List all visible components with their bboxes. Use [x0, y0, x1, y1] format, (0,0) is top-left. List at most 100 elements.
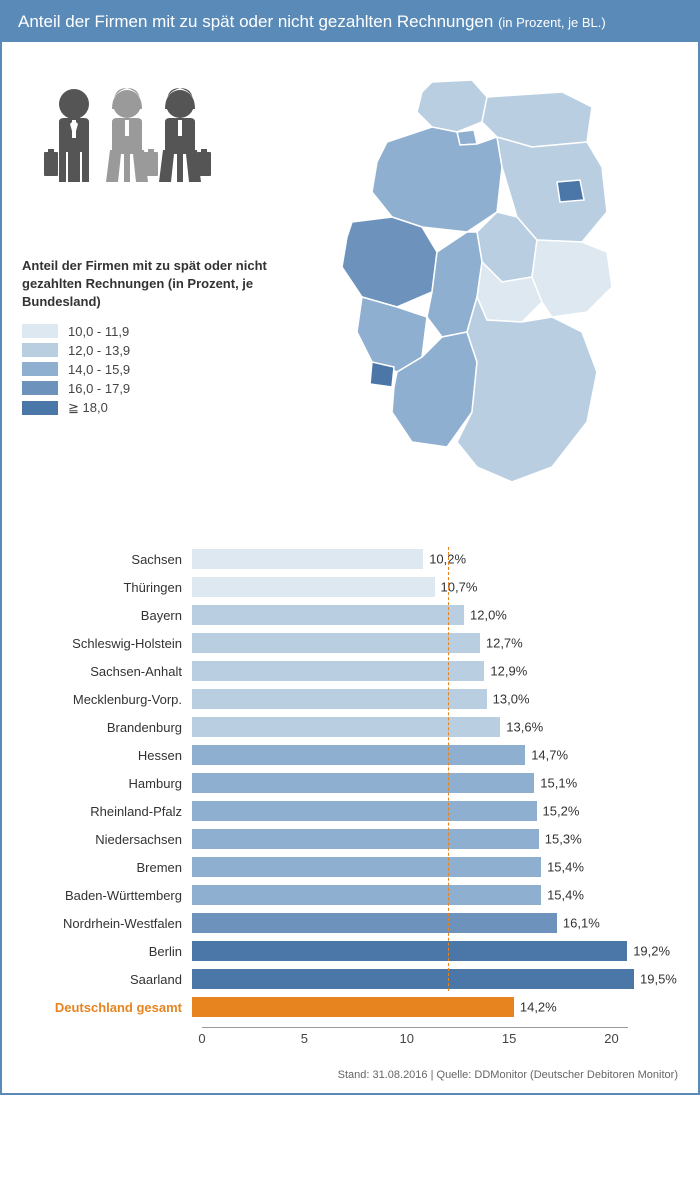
footer-source: Stand: 31.08.2016 | Quelle: DDMonitor (D…: [2, 1061, 698, 1093]
legend-item: 14,0 - 15,9: [22, 362, 282, 377]
bar-value: 13,6%: [506, 720, 543, 735]
bar-track: 16,1%: [192, 913, 668, 933]
bar-label: Rheinland-Pfalz: [32, 804, 192, 819]
map-column: [302, 62, 678, 517]
bar-label: Niedersachsen: [32, 832, 192, 847]
bar-value: 12,9%: [490, 664, 527, 679]
bar-value: 15,3%: [545, 832, 582, 847]
bar-track: 15,4%: [192, 857, 668, 877]
bar-track: 15,2%: [192, 801, 668, 821]
axis-tick: 10: [400, 1031, 414, 1046]
legend-swatch: [22, 401, 58, 415]
bar-label: Bayern: [32, 608, 192, 623]
bar-fill: 19,2%: [192, 941, 627, 961]
bar-fill: 14,7%: [192, 745, 525, 765]
bar-row: Rheinland-Pfalz15,2%: [32, 799, 668, 823]
bar-label: Saarland: [32, 972, 192, 987]
legend-item: 16,0 - 17,9: [22, 381, 282, 396]
bar-track: 15,1%: [192, 773, 668, 793]
legend-item: ≧ 18,0: [22, 400, 282, 416]
bar-row: Mecklenburg-Vorp.13,0%: [32, 687, 668, 711]
axis-tick: 15: [502, 1031, 516, 1046]
bar-label: Hamburg: [32, 776, 192, 791]
bar-track: 12,0%: [192, 605, 668, 625]
bar-label: Sachsen-Anhalt: [32, 664, 192, 679]
bar-label: Thüringen: [32, 580, 192, 595]
infographic-container: Anteil der Firmen mit zu spät oder nicht…: [0, 0, 700, 1095]
bar-label: Mecklenburg-Vorp.: [32, 692, 192, 707]
bar-fill: 12,9%: [192, 661, 484, 681]
bar-fill: 15,2%: [192, 801, 537, 821]
bar-label: Schleswig-Holstein: [32, 636, 192, 651]
bar-fill: 10,2%: [192, 549, 423, 569]
bar-fill: 15,1%: [192, 773, 534, 793]
bar-fill: 15,3%: [192, 829, 539, 849]
bar-track: 19,2%: [192, 941, 668, 961]
businesspeople-icon: [42, 82, 282, 227]
bar-row: Schleswig-Holstein12,7%: [32, 631, 668, 655]
x-axis: 05101520: [32, 1027, 668, 1051]
legend-item: 10,0 - 11,9: [22, 324, 282, 339]
bar-label: Bremen: [32, 860, 192, 875]
bar-fill: 12,0%: [192, 605, 464, 625]
bar-label: Sachsen: [32, 552, 192, 567]
bar-fill: 19,5%: [192, 969, 634, 989]
bar-row: Brandenburg13,6%: [32, 715, 668, 739]
bar-value: 19,5%: [640, 972, 677, 987]
bar-value: 15,1%: [540, 776, 577, 791]
bar-track: 19,5%: [192, 969, 668, 989]
bar-row: Sachsen-Anhalt12,9%: [32, 659, 668, 683]
bar-chart: Sachsen10,2%Thüringen10,7%Bayern12,0%Sch…: [2, 527, 698, 1061]
legend-swatch: [22, 381, 58, 395]
bar-value: 13,0%: [493, 692, 530, 707]
bar-row: Thüringen10,7%: [32, 575, 668, 599]
bar-track: 15,4%: [192, 885, 668, 905]
bar-row: Bayern12,0%: [32, 603, 668, 627]
bar-track: 14,2%: [192, 997, 668, 1017]
bar-fill: 14,2%: [192, 997, 514, 1017]
legend-swatch: [22, 362, 58, 376]
bar-track: 12,9%: [192, 661, 668, 681]
header-title: Anteil der Firmen mit zu spät oder nicht…: [18, 12, 493, 31]
bar-row: Nordrhein-Westfalen16,1%: [32, 911, 668, 935]
reference-line: [448, 547, 449, 991]
axis-tick: 5: [301, 1031, 308, 1046]
header: Anteil der Firmen mit zu spät oder nicht…: [2, 2, 698, 42]
bar-fill: 12,7%: [192, 633, 480, 653]
bar-row: Baden-Württemberg15,4%: [32, 883, 668, 907]
bar-track: 10,2%: [192, 549, 668, 569]
legend-title: Anteil der Firmen mit zu spät oder nicht…: [22, 257, 282, 312]
bar-value: 14,2%: [520, 1000, 557, 1015]
bar-value: 16,1%: [563, 916, 600, 931]
bar-value: 15,4%: [547, 860, 584, 875]
bar-label: Baden-Württemberg: [32, 888, 192, 903]
bar-row: Hessen14,7%: [32, 743, 668, 767]
legend-swatch: [22, 324, 58, 338]
legend-label: 12,0 - 13,9: [68, 343, 130, 358]
legend: 10,0 - 11,9 12,0 - 13,9 14,0 - 15,9 16,0 - …: [22, 324, 282, 416]
legend-label: ≧ 18,0: [68, 400, 108, 416]
bar-label: Deutschland gesamt: [32, 1000, 192, 1015]
bar-row: Berlin19,2%: [32, 939, 668, 963]
bar-value: 14,7%: [531, 748, 568, 763]
bar-fill: 13,0%: [192, 689, 487, 709]
bar-label: Nordrhein-Westfalen: [32, 916, 192, 931]
bar-value: 12,7%: [486, 636, 523, 651]
bar-fill: 16,1%: [192, 913, 557, 933]
bar-track: 10,7%: [192, 577, 668, 597]
bar-row: Bremen 15,4%: [32, 855, 668, 879]
bar-track: 14,7%: [192, 745, 668, 765]
bar-value: 15,4%: [547, 888, 584, 903]
legend-swatch: [22, 343, 58, 357]
bar-row: Niedersachsen15,3%: [32, 827, 668, 851]
bar-track: 12,7%: [192, 633, 668, 653]
bar-label: Berlin: [32, 944, 192, 959]
left-column: Anteil der Firmen mit zu spät oder nicht…: [22, 62, 282, 517]
bar-fill: 15,4%: [192, 885, 541, 905]
bar-fill: 13,6%: [192, 717, 500, 737]
bar-value: 19,2%: [633, 944, 670, 959]
bar-value: 12,0%: [470, 608, 507, 623]
legend-label: 10,0 - 11,9: [68, 324, 129, 339]
header-subtitle: (in Prozent, je BL.): [498, 15, 606, 30]
axis-tick: 0: [198, 1031, 205, 1046]
